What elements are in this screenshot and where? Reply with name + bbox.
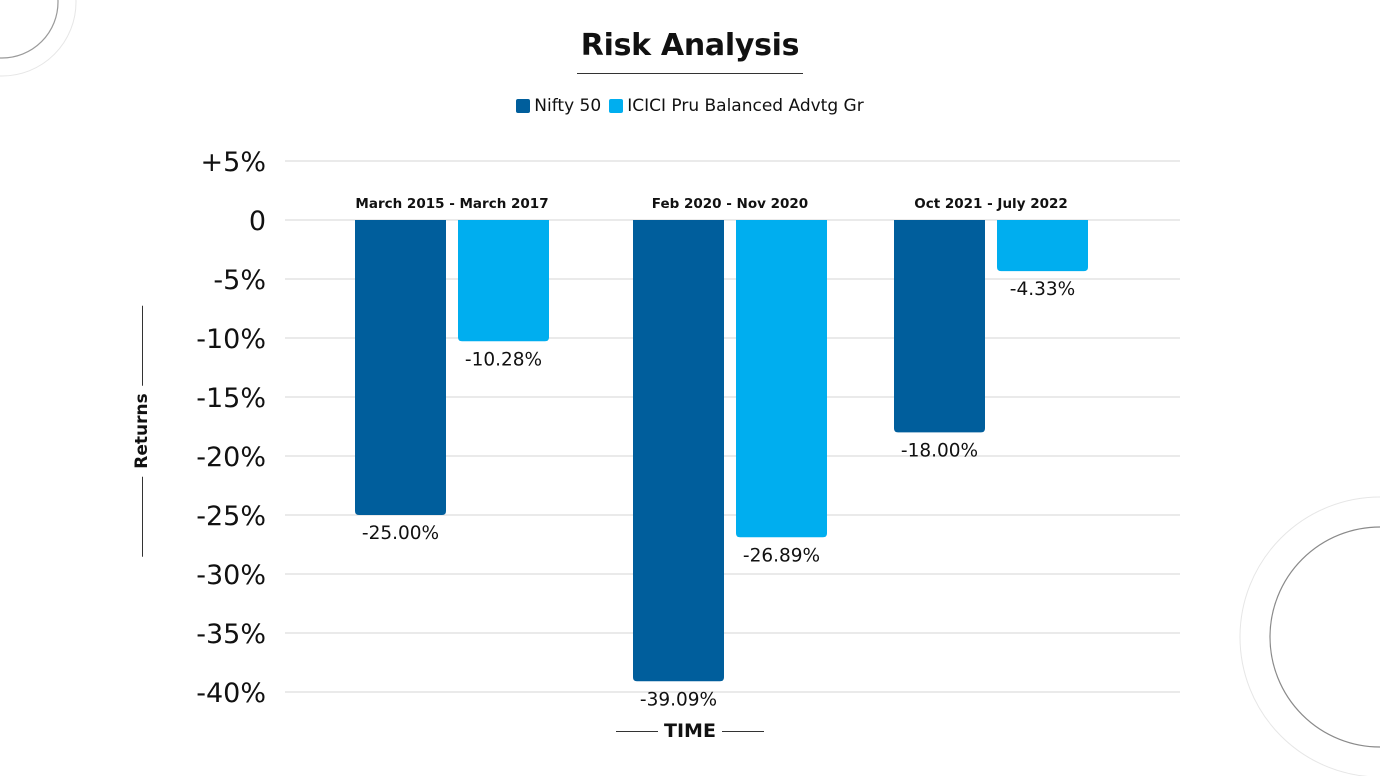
y-axis-title-rule-left	[141, 476, 143, 557]
data-label: -25.00%	[362, 523, 439, 544]
data-label: -18.00%	[901, 440, 978, 461]
y-tick-label: -5%	[213, 265, 266, 296]
bar-nifty-50-1	[355, 220, 446, 515]
y-tick-label: -15%	[196, 383, 266, 414]
data-label: -26.89%	[743, 545, 820, 566]
legend-item-series-1: Nifty 50	[516, 96, 601, 116]
bar-nifty-50-2	[633, 220, 724, 682]
legend: Nifty 50 ICICI Pru Balanced Advtg Gr	[0, 96, 1380, 116]
y-axis-title-text: Returns	[132, 393, 152, 469]
legend-swatch-series-2	[609, 99, 624, 113]
data-label: -10.28%	[465, 349, 542, 370]
x-axis-title-rule-right	[721, 730, 764, 732]
data-label: -4.33%	[1010, 279, 1075, 300]
category-label: Feb 2020 - Nov 2020	[652, 196, 808, 212]
legend-label-series-1: Nifty 50	[534, 96, 602, 116]
y-axis-title-rule-right	[141, 305, 143, 386]
y-axis-title: Returns	[132, 305, 152, 557]
chart-title: Risk Analysis	[576, 28, 804, 74]
y-tick-label: 0	[249, 206, 266, 237]
x-axis-title-text: TIME	[664, 720, 716, 742]
legend-item-series-2: ICICI Pru Balanced Advtg Gr	[609, 96, 864, 116]
y-tick-label: -35%	[196, 619, 266, 650]
data-label: -39.09%	[640, 689, 717, 710]
bar-icici-pru-3	[997, 220, 1088, 272]
y-tick-label: -10%	[196, 324, 266, 355]
bar-icici-pru-2	[736, 220, 827, 538]
x-axis-title-rule-left	[616, 730, 659, 732]
category-label: Oct 2021 - July 2022	[914, 196, 1068, 212]
legend-swatch-series-1	[516, 99, 531, 113]
x-axis-title: TIME	[0, 720, 1380, 742]
y-tick-label: -40%	[196, 678, 266, 709]
y-tick-label: -20%	[196, 442, 266, 473]
y-tick-label: -25%	[196, 501, 266, 532]
y-tick-label: -30%	[196, 560, 266, 591]
bar-nifty-50-3	[894, 220, 985, 433]
y-tick-label: +5%	[201, 147, 266, 178]
bar-icici-pru-1	[458, 220, 549, 342]
legend-label-series-2: ICICI Pru Balanced Advtg Gr	[627, 96, 864, 116]
category-label: March 2015 - March 2017	[355, 196, 548, 212]
